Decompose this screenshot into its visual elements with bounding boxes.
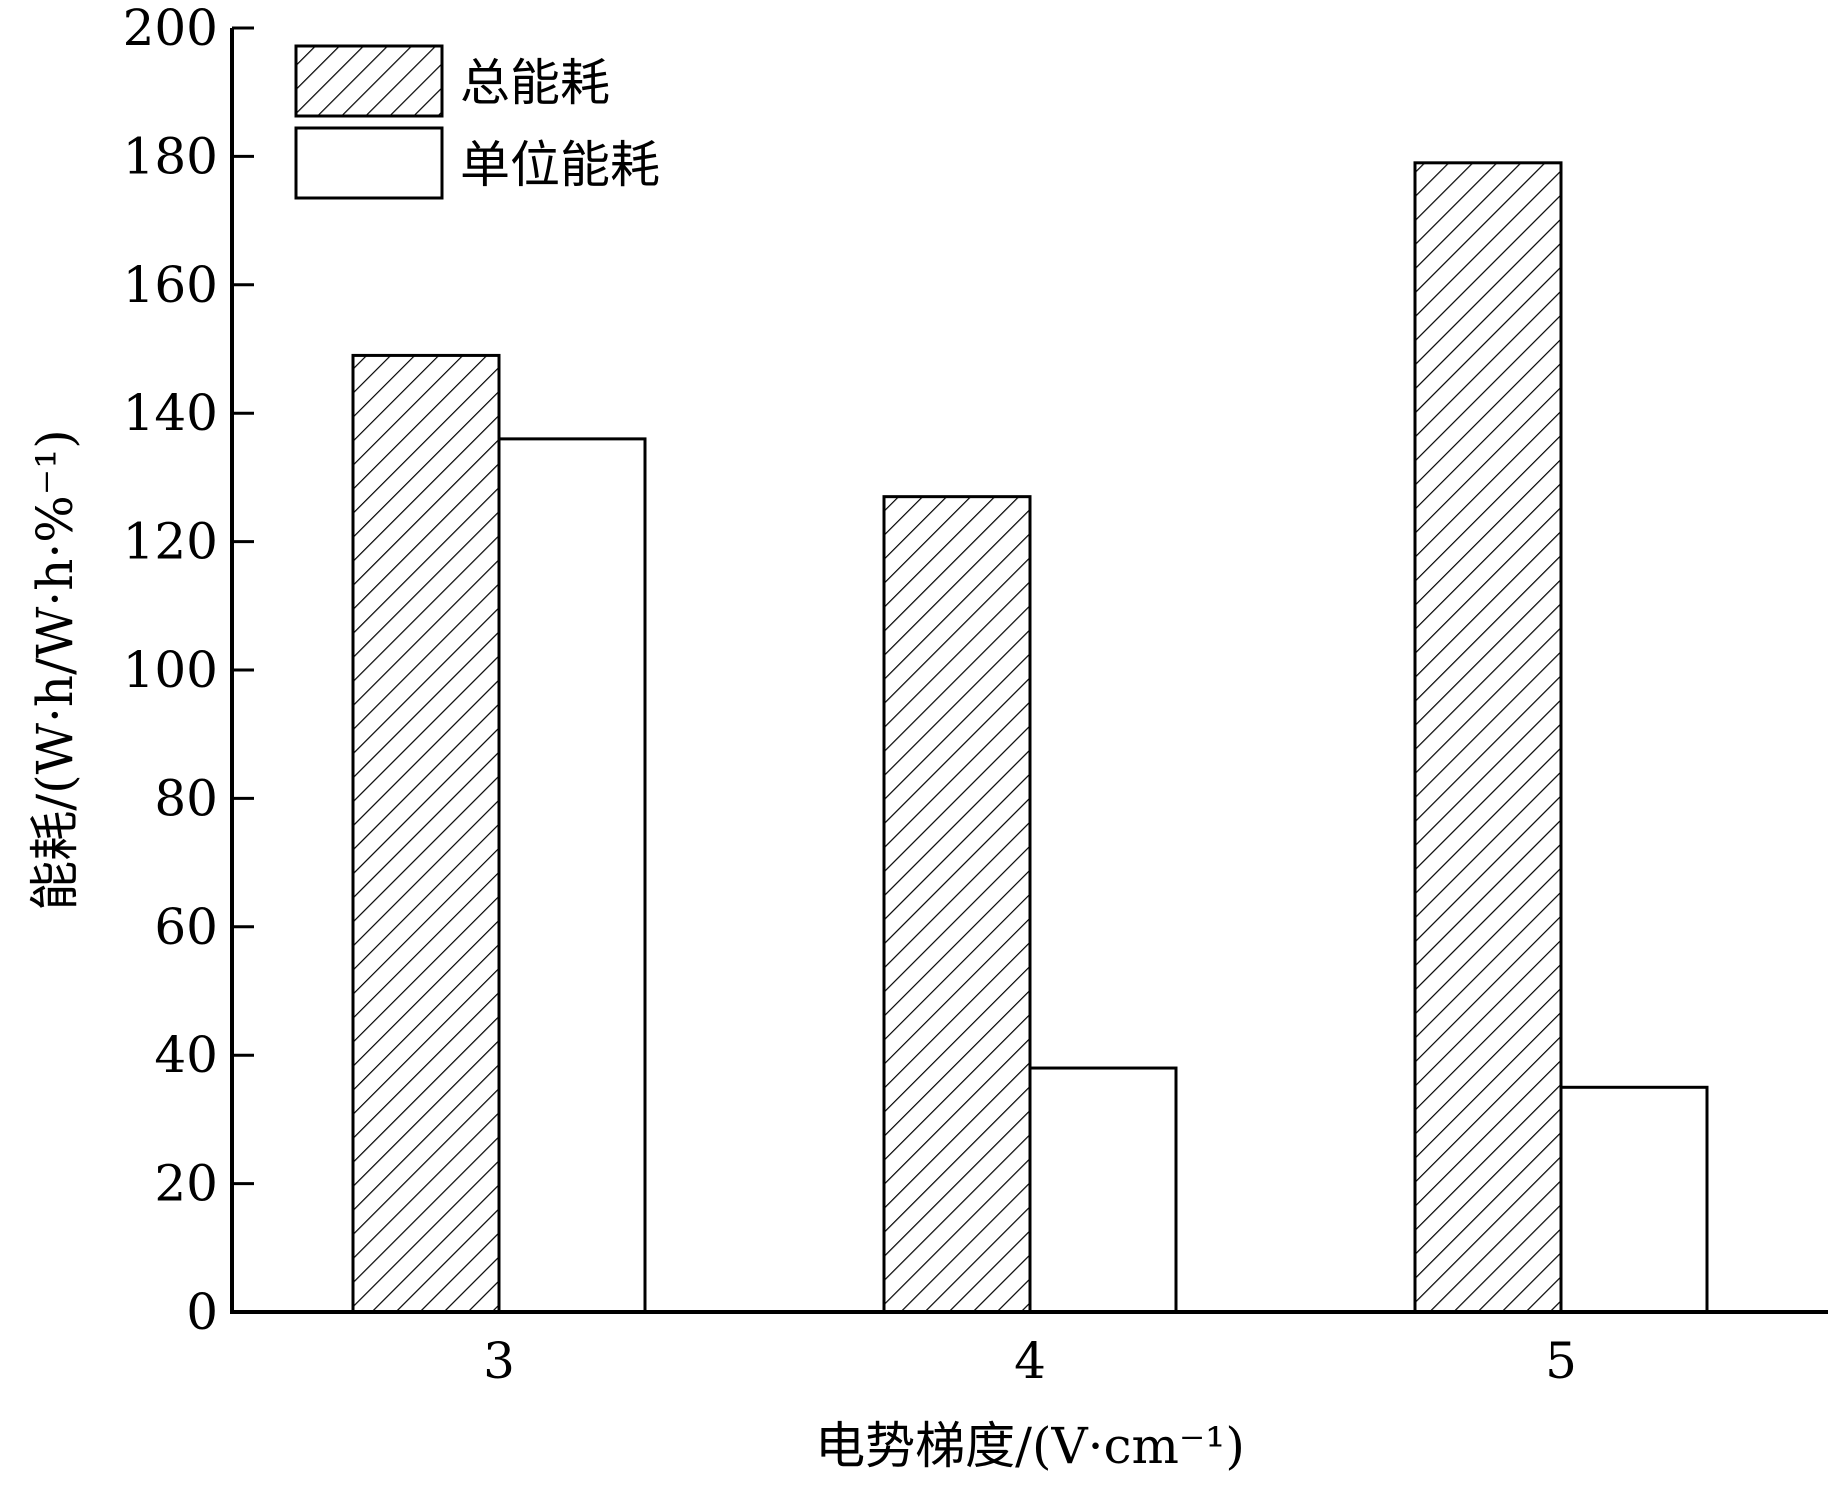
bar-total-3 (351, 353, 501, 1314)
x-tick-label-4: 4 (1014, 1332, 1046, 1390)
y-tick-label-140: 140 (123, 384, 218, 442)
bar-total-5 (1413, 161, 1563, 1314)
y-tick-label-120: 120 (123, 513, 218, 571)
legend-label-unit: 单位能耗 (460, 136, 660, 194)
bar-total-4 (882, 495, 1032, 1314)
bars-group (351, 161, 1709, 1314)
bar-unit-4 (1028, 1066, 1178, 1314)
y-axis-ticks: 0 20 40 60 80 100 120 140 160 180 200 (123, 0, 254, 1341)
legend-swatch-unit (294, 126, 444, 200)
x-tick-label-5: 5 (1545, 1332, 1577, 1390)
y-tick-label-160: 160 (123, 256, 218, 314)
x-axis-title: 电势梯度/(V·cm⁻¹) (815, 1417, 1245, 1475)
legend-label-total: 总能耗 (460, 54, 610, 112)
y-tick-label-60: 60 (154, 898, 218, 956)
y-tick-label-40: 40 (154, 1026, 218, 1084)
y-tick-label-200: 200 (123, 0, 218, 57)
y-tick-label-180: 180 (123, 127, 218, 185)
y-axis-title: 能耗/(W·h/W·h·%⁻¹) (26, 429, 84, 911)
legend: 总能耗 单位能耗 (294, 44, 660, 200)
y-tick-label-20: 20 (154, 1155, 218, 1213)
x-axis-ticks: 3 4 5 (483, 1290, 1577, 1390)
y-tick-label-100: 100 (123, 641, 218, 699)
legend-swatch-total (294, 44, 444, 118)
x-tick-label-3: 3 (483, 1332, 515, 1390)
y-tick-label-0: 0 (186, 1283, 218, 1341)
y-tick-label-80: 80 (154, 769, 218, 827)
bar-unit-5 (1559, 1085, 1709, 1314)
bar-unit-3 (497, 437, 647, 1314)
